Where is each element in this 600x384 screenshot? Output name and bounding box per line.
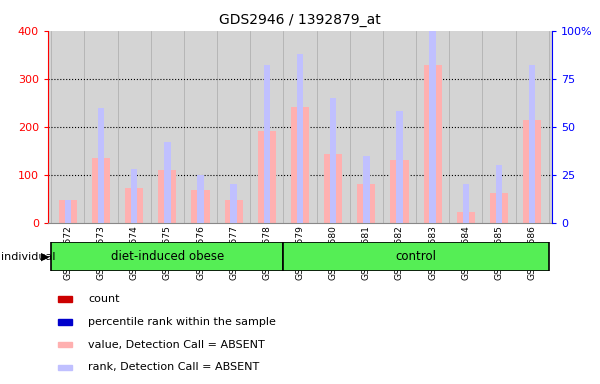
Bar bbox=[191, 190, 209, 223]
Bar bbox=[324, 154, 342, 223]
Bar bbox=[59, 200, 77, 223]
Bar bbox=[291, 107, 309, 223]
Bar bbox=[330, 98, 337, 223]
Bar bbox=[92, 158, 110, 223]
Bar bbox=[58, 342, 72, 348]
Bar bbox=[164, 142, 170, 223]
Text: count: count bbox=[88, 294, 120, 304]
Bar bbox=[98, 108, 104, 223]
Bar bbox=[65, 200, 71, 223]
Bar bbox=[58, 364, 72, 370]
Bar bbox=[529, 65, 535, 223]
Title: GDS2946 / 1392879_at: GDS2946 / 1392879_at bbox=[219, 13, 381, 27]
Text: value, Detection Call = ABSENT: value, Detection Call = ABSENT bbox=[88, 339, 265, 349]
Bar bbox=[125, 188, 143, 223]
Bar bbox=[297, 54, 303, 223]
Bar bbox=[263, 65, 270, 223]
Bar bbox=[496, 165, 502, 223]
Bar bbox=[357, 184, 376, 223]
Bar bbox=[457, 212, 475, 223]
Bar bbox=[197, 175, 204, 223]
Text: diet-induced obese: diet-induced obese bbox=[111, 250, 224, 263]
Bar bbox=[363, 156, 370, 223]
Bar bbox=[396, 111, 403, 223]
Bar bbox=[283, 242, 548, 271]
Text: ▶: ▶ bbox=[41, 252, 49, 262]
Bar bbox=[430, 31, 436, 223]
Bar bbox=[224, 200, 243, 223]
Bar bbox=[58, 296, 72, 302]
Bar bbox=[58, 319, 72, 324]
Bar bbox=[490, 193, 508, 223]
Bar bbox=[463, 184, 469, 223]
Bar bbox=[52, 242, 283, 271]
Bar bbox=[391, 161, 409, 223]
Bar bbox=[158, 170, 176, 223]
Bar bbox=[230, 184, 237, 223]
Text: control: control bbox=[395, 250, 437, 263]
Bar bbox=[523, 119, 541, 223]
Text: individual: individual bbox=[1, 252, 56, 262]
Text: percentile rank within the sample: percentile rank within the sample bbox=[88, 317, 276, 327]
Text: rank, Detection Call = ABSENT: rank, Detection Call = ABSENT bbox=[88, 362, 260, 372]
Bar bbox=[258, 131, 276, 223]
Bar bbox=[424, 65, 442, 223]
Bar bbox=[131, 169, 137, 223]
